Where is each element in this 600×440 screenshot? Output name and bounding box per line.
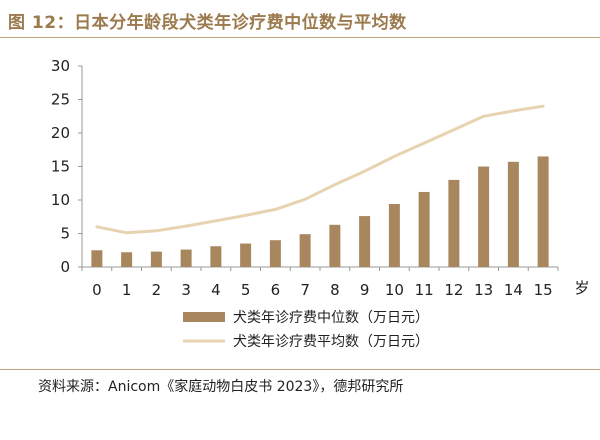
y-tick-label: 0 <box>60 258 70 276</box>
y-tick-label: 5 <box>60 225 70 243</box>
y-tick-label: 25 <box>51 91 70 109</box>
legend-swatch-median <box>183 312 225 322</box>
x-tick-label: 7 <box>300 281 310 299</box>
chart-title: 图 12：日本分年龄段犬类年诊疗费中位数与平均数 <box>8 13 407 33</box>
bar-median <box>91 250 103 267</box>
x-tick-label: 1 <box>122 281 132 299</box>
bar-median <box>150 251 162 267</box>
bar-median <box>299 234 311 267</box>
x-tick-label: 14 <box>504 281 523 299</box>
legend-label-mean: 犬类年诊疗费平均数（万日元） <box>233 334 429 350</box>
x-tick-label: 6 <box>271 281 281 299</box>
bar-median <box>240 243 252 267</box>
bar-median <box>388 204 400 267</box>
source-note: 资料来源：Anicom《家庭动物白皮书 2023》，德邦研究所 <box>38 379 404 395</box>
bar-median <box>329 224 341 267</box>
x-tick-label: 9 <box>360 281 370 299</box>
y-tick-label: 15 <box>51 158 70 176</box>
y-tick-label: 30 <box>51 57 70 75</box>
x-tick-label: 5 <box>241 281 251 299</box>
legend-label-median: 犬类年诊疗费中位数（万日元） <box>233 310 429 326</box>
bar-median <box>210 246 222 267</box>
x-tick-label: 0 <box>92 281 102 299</box>
bar-median <box>121 252 133 267</box>
y-tick-label: 10 <box>51 191 70 209</box>
x-tick-label: 3 <box>181 281 191 299</box>
x-tick-label: 12 <box>444 281 463 299</box>
x-tick-label: 4 <box>211 281 221 299</box>
bar-median <box>448 179 460 267</box>
y-tick-label: 20 <box>51 124 70 142</box>
bar-median <box>478 166 490 267</box>
x-tick-label: 2 <box>152 281 162 299</box>
x-tick-label: 13 <box>474 281 493 299</box>
bar-median <box>359 216 371 267</box>
line-mean <box>95 104 545 235</box>
x-tick-label: 8 <box>330 281 340 299</box>
x-tick-label: 11 <box>415 281 434 299</box>
x-unit-label: 岁 <box>574 279 589 297</box>
title-divider <box>0 37 600 38</box>
bar-median <box>180 249 192 267</box>
x-tick-label: 10 <box>385 281 404 299</box>
bar-median <box>418 191 430 267</box>
source-divider <box>0 369 600 370</box>
bar-median <box>269 240 281 267</box>
bar-median <box>507 161 519 267</box>
bar-median <box>537 156 549 267</box>
x-tick-label: 15 <box>534 281 553 299</box>
